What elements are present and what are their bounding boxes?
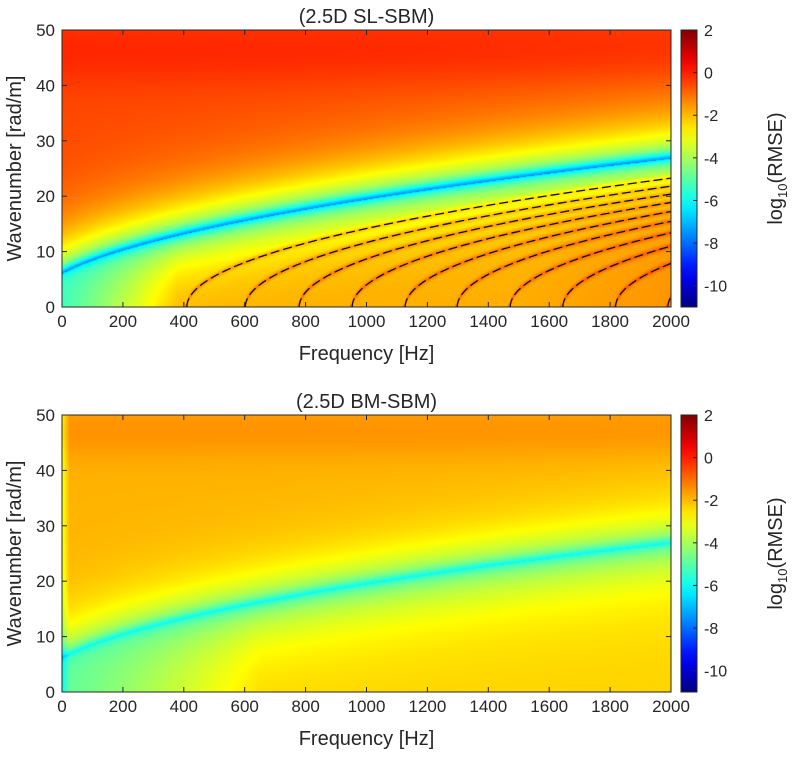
x-tick-label: 800: [291, 312, 319, 331]
colorbar-tick-label: -2: [704, 108, 718, 125]
colorbar-gradient: [680, 414, 698, 693]
colorbar-tick-label: -2: [704, 493, 718, 510]
x-tick-label: 1400: [469, 312, 507, 331]
colorbar-tick-label: 2: [704, 408, 713, 425]
y-tick-label: 30: [36, 517, 55, 536]
colorbar-label-sub: 10: [775, 183, 790, 197]
x-axis-label: Frequency [Hz]: [299, 343, 435, 365]
colorbar-label-rest: (RMSE): [765, 112, 787, 183]
x-tick-label: 400: [170, 697, 198, 716]
y-tick-label: 40: [36, 76, 55, 95]
panel-2: 0 200 400 600 800 1000 1200 1400 1600 1800 2000010…: [4, 391, 790, 750]
colorbar-gradient: [680, 29, 698, 308]
dashed-curve-9: [614, 262, 672, 307]
colorbar-label: log10(RMSE): [765, 112, 790, 224]
x-tick-label: 600: [231, 697, 259, 716]
colorbar-tick-label: -4: [704, 151, 718, 168]
x-tick-label: 400: [170, 312, 198, 331]
colorbar-tick-label: -10: [704, 664, 727, 681]
x-tick-label: 1600: [530, 697, 568, 716]
colorbar: 2 0 -2 -4 -6 -8 -10 log10(RMSE): [680, 408, 790, 693]
y-tick-label: 0: [46, 298, 55, 317]
x-tick-label: 200: [109, 312, 137, 331]
x-tick-label: 2000: [652, 697, 690, 716]
x-tick-label: 1200: [408, 697, 446, 716]
x-tick-label: 1200: [408, 312, 446, 331]
x-tick-label: 1600: [530, 312, 568, 331]
x-tick-label: 1000: [348, 312, 386, 331]
dashed-curve-5: [404, 210, 672, 308]
dashed-curve-10: [667, 296, 672, 307]
x-tick-label: 2000: [652, 312, 690, 331]
x-tick-label: 0: [57, 312, 66, 331]
dashed-curve-7: [509, 232, 672, 308]
dashed-curve-4: [351, 201, 672, 308]
colorbar-label: log10(RMSE): [765, 497, 790, 609]
x-tick-label: 200: [109, 697, 137, 716]
colorbar-tick-label: -8: [704, 621, 718, 638]
colorbar: 2 0 -2 -4 -6 -8 -10 log10(RMSE): [680, 23, 790, 308]
x-tick-label: 1800: [591, 312, 629, 331]
dashed-curve-6: [456, 220, 672, 308]
colorbar-label-base: log: [765, 198, 787, 225]
y-tick-label: 50: [36, 406, 55, 425]
panel-1: 0 200 400 600 800 1000 1200 1400 1600 1800 2000010…: [4, 6, 790, 365]
dashed-curve-8: [562, 245, 672, 308]
colorbar-label-sub: 10: [775, 568, 790, 582]
colorbar-label-base: log: [765, 583, 787, 610]
colorbar-tick-label: 2: [704, 23, 713, 40]
colorbar-tick-label: -8: [704, 236, 718, 253]
colorbar-label-rest: (RMSE): [765, 497, 787, 568]
colorbar-tick-label: -4: [704, 536, 718, 553]
x-tick-label: 1000: [348, 697, 386, 716]
y-axis-label: Wavenumber [rad/m]: [4, 461, 26, 647]
dashed-curve-1: [186, 177, 672, 308]
x-tick-label: 0: [57, 697, 66, 716]
y-tick-label: 30: [36, 132, 55, 151]
y-tick-label: 10: [36, 243, 55, 262]
chart-title: (2.5D BM-SBM): [296, 391, 437, 413]
x-tick-label: 600: [231, 312, 259, 331]
y-tick-label: 0: [46, 683, 55, 702]
x-tick-label: 1800: [591, 697, 629, 716]
y-tick-label: 10: [36, 628, 55, 647]
x-tick-label: 800: [291, 697, 319, 716]
y-tick-label: 40: [36, 461, 55, 480]
x-axis-label: Frequency [Hz]: [299, 728, 435, 750]
colorbar-tick-label: -6: [704, 193, 718, 210]
y-tick-label: 20: [36, 572, 55, 591]
colorbar-tick-label: -10: [704, 279, 727, 296]
y-axis-label: Wavenumber [rad/m]: [4, 76, 26, 262]
heatmap-image: [62, 415, 671, 692]
colorbar-tick-label: 0: [704, 451, 713, 468]
x-tick-label: 1400: [469, 697, 507, 716]
colorbar-tick-label: -6: [704, 578, 718, 595]
heatmap-image: [62, 30, 671, 307]
colorbar-tick-label: 0: [704, 66, 713, 83]
y-tick-label: 50: [36, 21, 55, 40]
chart-title: (2.5D SL-SBM): [299, 6, 435, 28]
y-tick-label: 20: [36, 187, 55, 206]
